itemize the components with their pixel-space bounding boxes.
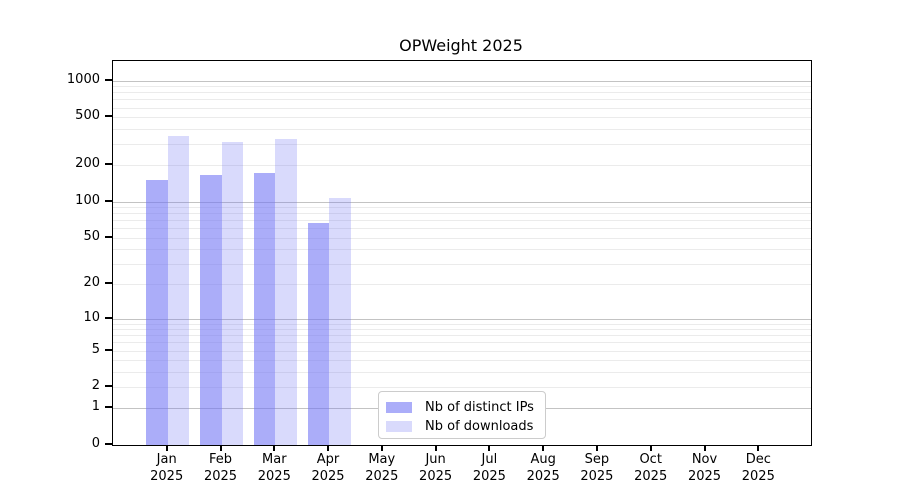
legend: Nb of distinct IPs Nb of downloads bbox=[378, 391, 546, 439]
x-tick-label: May 2025 bbox=[365, 452, 399, 484]
gridline-minor bbox=[113, 92, 811, 94]
gridline-minor bbox=[113, 371, 811, 373]
gridline-minor bbox=[113, 165, 811, 167]
y-tick-mark bbox=[105, 316, 112, 319]
gridline-minor bbox=[113, 207, 811, 209]
plot-area: Nb of distinct IPs Nb of downloads bbox=[112, 60, 812, 446]
gridline-minor bbox=[113, 99, 811, 101]
x-tick-label: Feb 2025 bbox=[203, 452, 238, 484]
y-tick-mark bbox=[105, 78, 112, 81]
x-tick-label: Jan 2025 bbox=[150, 452, 184, 484]
x-tick-mark bbox=[595, 445, 598, 451]
gridline-minor bbox=[113, 220, 811, 222]
y-tick-mark bbox=[105, 282, 112, 285]
y-tick-label: 200 bbox=[75, 156, 100, 172]
legend-swatch-distinct-ips-icon bbox=[386, 402, 412, 413]
gridline-minor bbox=[113, 144, 811, 145]
x-tick-label: Nov 2025 bbox=[687, 452, 722, 484]
gridline-minor bbox=[113, 263, 811, 265]
chart-title: OPWeight 2025 bbox=[399, 36, 523, 55]
gridline-minor bbox=[113, 350, 811, 352]
gridline-minor bbox=[113, 237, 811, 239]
legend-label-distinct-ips: Nb of distinct IPs bbox=[425, 400, 534, 415]
x-tick-mark bbox=[327, 445, 329, 451]
y-tick-label: 1000 bbox=[66, 71, 100, 87]
x-tick-mark bbox=[703, 445, 706, 451]
y-tick-label: 500 bbox=[75, 108, 100, 124]
x-tick-mark bbox=[273, 445, 276, 451]
y-tick-mark bbox=[105, 348, 112, 351]
x-tick-label: Apr 2025 bbox=[311, 452, 345, 484]
x-tick-label: Jun 2025 bbox=[419, 452, 453, 484]
x-tick-mark bbox=[434, 445, 437, 451]
y-tick-mark bbox=[105, 199, 112, 202]
x-tick-label: Mar 2025 bbox=[257, 452, 291, 484]
y-tick-label: 10 bbox=[83, 309, 100, 325]
gridline-major bbox=[113, 80, 811, 82]
x-tick-mark bbox=[649, 445, 652, 451]
gridline-major bbox=[113, 201, 811, 203]
legend-item-distinct-ips: Nb of distinct IPs bbox=[386, 398, 545, 417]
x-tick-mark bbox=[219, 445, 222, 451]
bar-distinct-ips bbox=[146, 180, 168, 445]
y-tick-mark bbox=[105, 163, 112, 166]
bar-downloads bbox=[329, 197, 351, 445]
gridline-minor bbox=[113, 228, 811, 230]
gridline-minor bbox=[113, 323, 811, 325]
x-tick-mark bbox=[542, 445, 545, 451]
legend-label-downloads: Nb of downloads bbox=[425, 419, 534, 434]
x-tick-mark bbox=[165, 445, 168, 451]
gridline-minor bbox=[113, 387, 811, 389]
bar-downloads bbox=[167, 135, 190, 445]
legend-item-downloads: Nb of downloads bbox=[386, 417, 545, 436]
y-tick-label: 100 bbox=[75, 192, 100, 208]
bar-downloads bbox=[275, 139, 297, 445]
x-tick-label: Oct 2025 bbox=[634, 452, 668, 484]
bar-distinct-ips bbox=[307, 223, 329, 445]
y-tick-mark bbox=[105, 443, 112, 445]
y-tick-label: 2 bbox=[91, 378, 100, 394]
x-tick-label: Dec 2025 bbox=[741, 452, 775, 484]
x-tick-mark bbox=[488, 445, 491, 451]
bar-distinct-ips bbox=[253, 173, 276, 445]
y-tick-mark bbox=[105, 235, 112, 238]
gridline-minor bbox=[113, 249, 811, 251]
y-tick-mark bbox=[105, 115, 112, 118]
x-tick-mark bbox=[757, 445, 760, 451]
y-tick-label: 1 bbox=[91, 399, 100, 415]
x-tick-mark bbox=[380, 445, 383, 451]
x-tick-label: Jul 2025 bbox=[472, 452, 506, 484]
y-tick-label: 5 bbox=[91, 341, 100, 357]
gridline-minor bbox=[113, 284, 811, 286]
bar-distinct-ips bbox=[200, 175, 222, 445]
gridline-minor bbox=[113, 335, 811, 337]
gridline-minor bbox=[113, 213, 811, 215]
x-tick-label: Aug 2025 bbox=[526, 452, 560, 484]
gridline-minor bbox=[113, 107, 811, 109]
x-tick-label: Sep 2025 bbox=[580, 452, 614, 484]
bar-downloads bbox=[221, 142, 243, 445]
y-tick-mark bbox=[105, 406, 112, 409]
gridline-minor bbox=[113, 128, 811, 130]
y-tick-label: 20 bbox=[83, 275, 100, 291]
gridline-minor bbox=[113, 117, 811, 119]
gridline-major bbox=[113, 318, 811, 320]
gridline-minor bbox=[113, 86, 811, 88]
gridline-minor bbox=[113, 342, 811, 344]
gridline-minor bbox=[113, 360, 811, 362]
y-tick-label: 50 bbox=[83, 228, 100, 244]
legend-swatch-downloads-icon bbox=[386, 421, 412, 432]
gridline-minor bbox=[113, 329, 811, 331]
y-tick-mark bbox=[105, 385, 112, 388]
y-tick-label: 0 bbox=[91, 436, 100, 451]
